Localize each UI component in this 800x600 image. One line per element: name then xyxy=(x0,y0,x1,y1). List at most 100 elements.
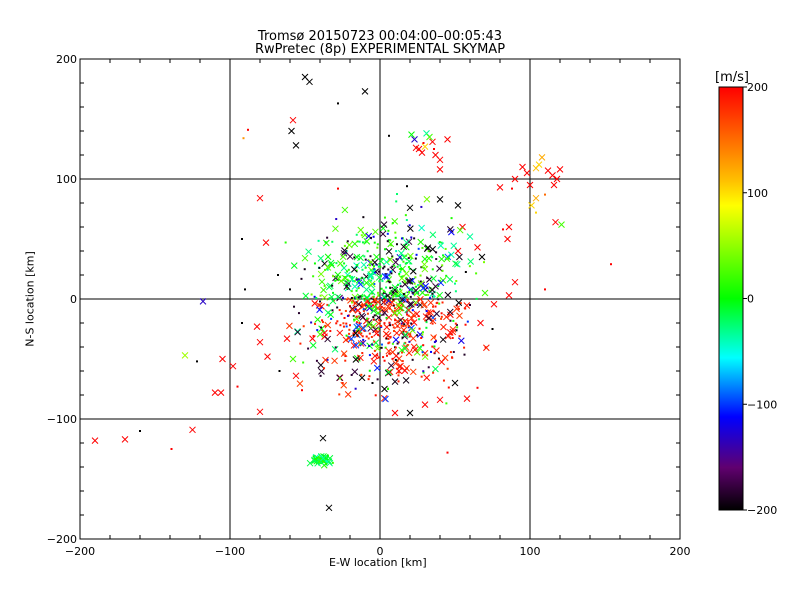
data-point-dot xyxy=(366,318,369,321)
data-point-dot xyxy=(394,319,397,322)
data-point-dot xyxy=(407,290,410,293)
data-point-x xyxy=(406,409,414,417)
data-point-dot xyxy=(382,356,385,359)
data-point-dot xyxy=(468,303,471,306)
data-point-dot xyxy=(383,265,386,268)
data-point-dot xyxy=(368,344,371,347)
data-point-dot xyxy=(365,335,368,338)
data-point-x xyxy=(91,437,99,444)
data-point-x xyxy=(446,329,454,336)
data-point-x xyxy=(371,352,379,360)
data-point-dot xyxy=(377,356,380,359)
data-point-dot xyxy=(416,334,419,337)
data-point-x xyxy=(424,244,432,251)
data-point-dot xyxy=(381,292,384,295)
data-point-dot xyxy=(379,265,382,268)
data-point-dot xyxy=(369,264,372,267)
data-point-x xyxy=(436,396,444,404)
data-point-dot xyxy=(352,334,355,337)
data-point-dot xyxy=(313,262,316,265)
data-point-x xyxy=(353,315,360,323)
data-point-dot xyxy=(455,329,458,332)
data-point-dot xyxy=(300,277,303,280)
data-point-x xyxy=(346,253,354,260)
data-point-dot xyxy=(456,326,459,329)
data-point-dot xyxy=(464,270,467,273)
data-point-dot xyxy=(425,294,428,297)
data-point-x xyxy=(526,181,534,189)
data-point-x xyxy=(380,221,388,229)
data-point-dot xyxy=(329,458,332,461)
data-point-dot xyxy=(454,290,457,293)
data-point-dot xyxy=(445,402,448,405)
data-point-dot xyxy=(397,352,400,355)
data-point-dot xyxy=(355,233,358,236)
data-point-dot xyxy=(401,360,404,363)
data-point-x xyxy=(429,245,437,253)
data-point-dot xyxy=(284,241,287,244)
data-point-dot xyxy=(373,271,376,274)
data-point-dot xyxy=(345,322,348,325)
data-point-dot xyxy=(336,320,339,323)
data-point-dot xyxy=(411,309,414,312)
data-point-x xyxy=(392,258,400,266)
data-point-dot xyxy=(323,367,326,370)
data-point-dot xyxy=(468,265,471,268)
data-point-dot xyxy=(419,280,422,283)
data-point-x xyxy=(463,395,471,402)
data-point-dot xyxy=(394,231,397,234)
data-point-dot xyxy=(454,322,457,325)
data-point-dot xyxy=(408,340,411,343)
data-point-dot xyxy=(361,351,364,354)
data-point-x xyxy=(372,228,379,236)
data-point-x xyxy=(372,339,380,347)
data-point-dot xyxy=(438,302,441,305)
data-point-x xyxy=(253,323,261,330)
data-point-dot xyxy=(331,284,334,287)
data-point-dot xyxy=(433,352,436,355)
data-point-x xyxy=(411,136,418,143)
data-point-dot xyxy=(247,128,249,131)
y-tick-label: 100 xyxy=(56,173,77,186)
data-point-dot xyxy=(437,295,440,298)
data-point-dot xyxy=(427,293,430,296)
data-point-x xyxy=(408,277,416,284)
data-point-x xyxy=(395,301,403,309)
data-point-dot xyxy=(458,335,461,338)
data-point-x xyxy=(370,322,377,330)
data-point-dot xyxy=(397,380,400,383)
data-point-x xyxy=(451,379,459,387)
data-point-dot xyxy=(319,326,322,329)
data-point-dot xyxy=(358,240,361,243)
data-point-dot xyxy=(371,343,374,346)
data-point-dot xyxy=(389,270,392,273)
data-point-dot xyxy=(407,326,410,329)
data-point-dot xyxy=(341,381,344,384)
data-point-x xyxy=(504,235,511,243)
data-point-dot xyxy=(370,279,373,282)
chart-subtitle: RwPretec (8p) EXPERIMENTAL SKYMAP xyxy=(254,42,506,57)
data-point-dot xyxy=(378,319,381,322)
x-tick-label: 0 xyxy=(377,545,384,558)
data-point-x xyxy=(324,335,331,343)
data-point-dot xyxy=(383,298,386,301)
data-point-dot xyxy=(357,296,360,299)
data-point-dot xyxy=(382,313,385,316)
data-point-x xyxy=(420,301,428,309)
data-point-x xyxy=(391,284,399,291)
data-point-dot xyxy=(396,265,399,268)
y-tick-label: −200 xyxy=(47,533,77,546)
data-point-x xyxy=(426,276,433,283)
data-point-dot xyxy=(372,318,375,321)
data-point-dot xyxy=(372,265,375,268)
data-point-dot xyxy=(337,102,339,105)
x-tick-label: −100 xyxy=(215,545,245,558)
data-point-dot xyxy=(380,257,383,260)
data-point-x xyxy=(383,258,390,266)
data-point-dot xyxy=(409,262,412,265)
data-point-dot xyxy=(316,329,319,332)
data-point-x xyxy=(321,329,328,337)
data-point-dot xyxy=(366,312,369,315)
data-point-x xyxy=(320,286,327,294)
